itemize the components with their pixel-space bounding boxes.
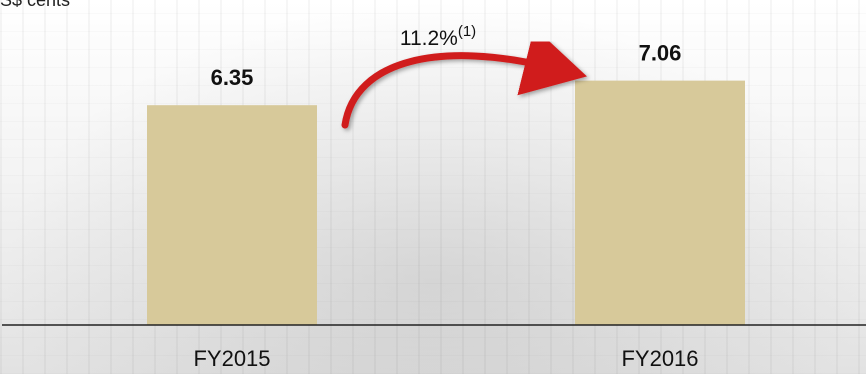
growth-footnote: (1) [458, 23, 476, 40]
unit-label: S$ cents [0, 0, 71, 10]
bar-fy2015 [147, 105, 317, 325]
x-tick-label-fy2016: FY2016 [621, 346, 698, 371]
growth-value: 11.2% [400, 27, 458, 50]
value-label-fy2015: 6.35 [211, 65, 254, 90]
bar-fy2016 [575, 80, 745, 325]
growth-arrow-icon [341, 27, 587, 129]
growth-annotation: 11.2%(1) [400, 23, 476, 50]
value-label-fy2016: 7.06 [639, 41, 682, 66]
x-tick-label-fy2015: FY2015 [193, 346, 270, 371]
